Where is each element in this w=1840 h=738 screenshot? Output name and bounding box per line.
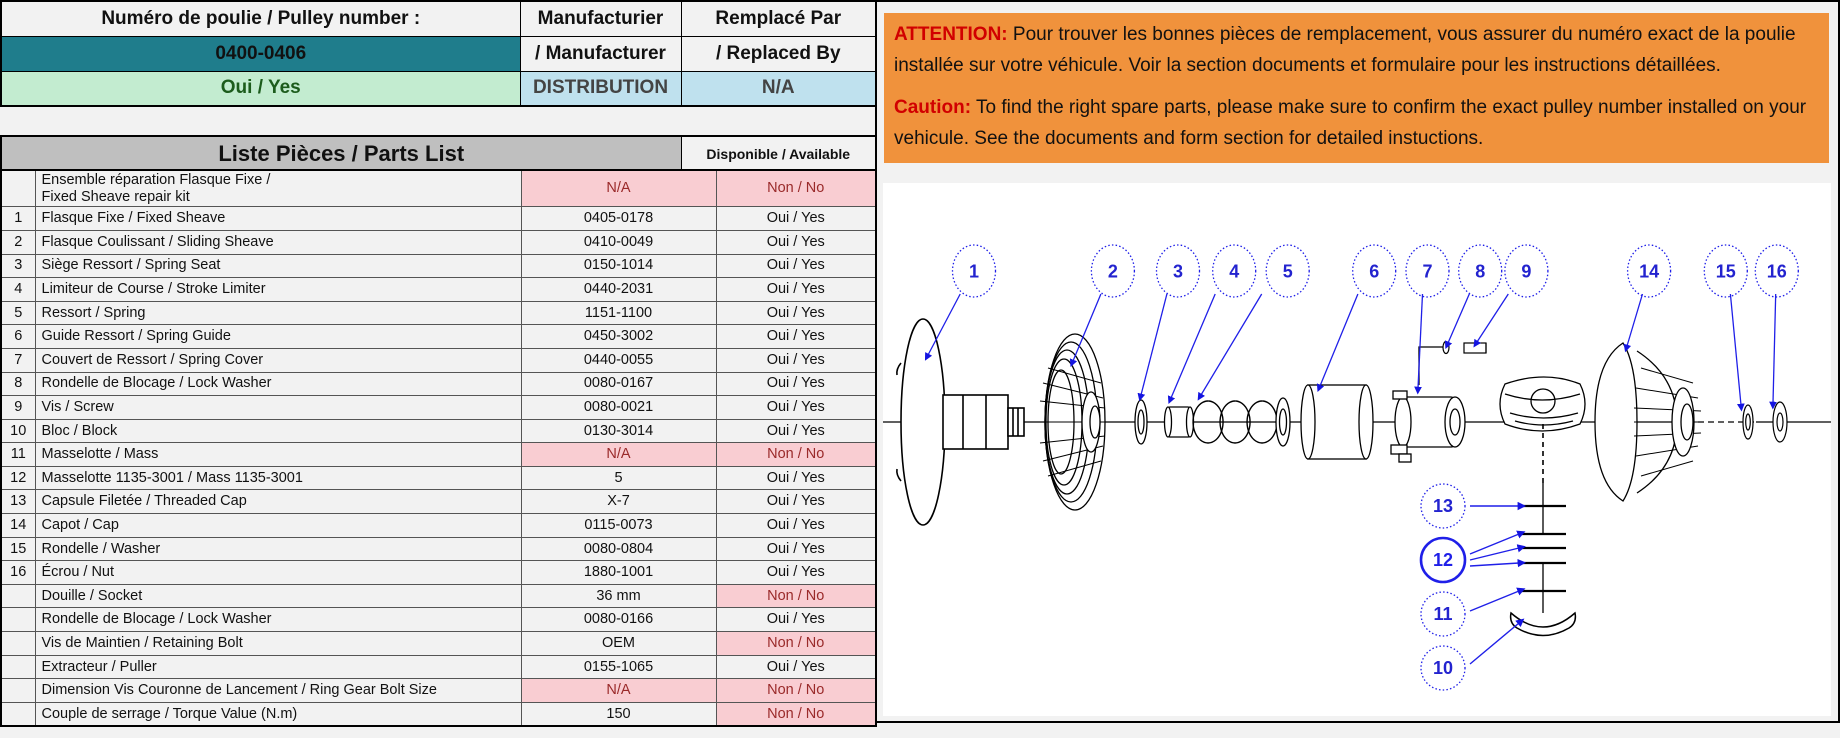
svg-text:1: 1 [969,262,979,282]
svg-text:8: 8 [1475,262,1485,282]
svg-text:5: 5 [1283,262,1293,282]
svg-text:13: 13 [1433,496,1453,516]
svg-text:7: 7 [1422,262,1432,282]
svg-text:2: 2 [1108,262,1118,282]
svg-text:9: 9 [1521,262,1531,282]
svg-text:4: 4 [1229,262,1239,282]
svg-text:15: 15 [1716,262,1736,282]
svg-text:10: 10 [1433,658,1453,678]
svg-text:6: 6 [1369,262,1379,282]
svg-text:14: 14 [1639,262,1659,282]
svg-text:16: 16 [1767,262,1787,282]
svg-text:12: 12 [1433,550,1453,570]
svg-text:11: 11 [1433,604,1452,624]
svg-text:3: 3 [1173,262,1183,282]
